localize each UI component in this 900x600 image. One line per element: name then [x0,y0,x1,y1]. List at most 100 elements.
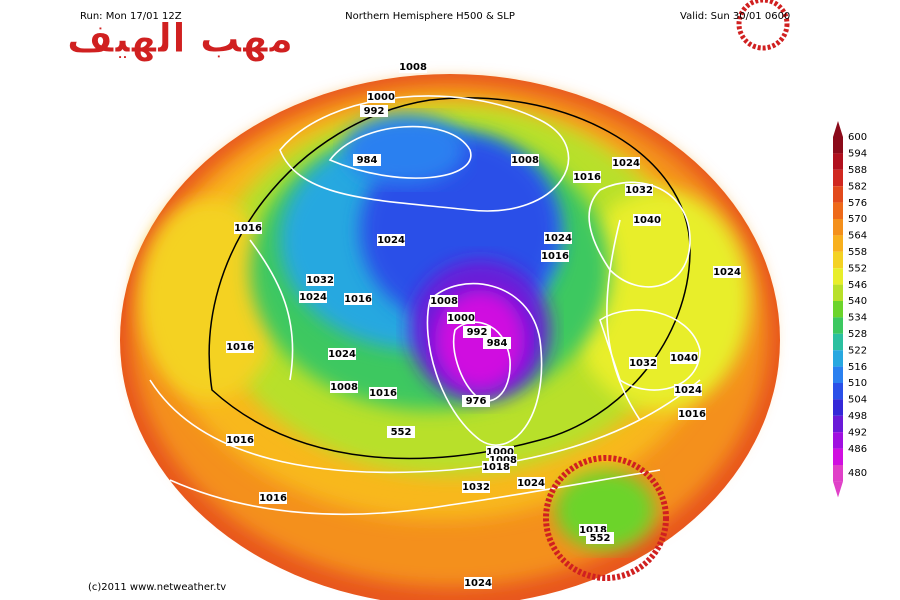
scale-label: 570 [848,214,867,225]
scale-label: 510 [848,378,867,389]
pressure-label-bg [629,357,657,369]
scale-label: 594 [848,149,867,160]
pressure-label-bg [713,266,741,278]
pressure-label-bg [463,326,491,338]
pressure-label: 1024 [674,385,702,396]
scale-swatch [833,153,843,170]
highlight-circle [543,455,669,581]
pressure-label-bg [625,184,653,196]
pressure-label: 1000 [486,447,514,458]
scale-swatch [833,268,843,285]
pressure-label: 1018 [579,525,607,536]
scale-swatch [833,235,843,252]
pressure-label: 1024 [713,267,741,278]
pressure-label-bg [674,384,702,396]
scale-swatch [833,350,843,367]
pressure-label-bg [462,395,490,407]
pressure-label-bg [633,214,661,226]
pressure-label: 1000 [447,313,475,324]
pressure-label-bg [226,341,254,353]
pressure-label: 1032 [625,185,653,196]
scale-label: 522 [848,345,867,356]
map-field [120,74,780,600]
pressure-label-bg [544,232,572,244]
scale-label: 534 [848,313,867,324]
scale-label: 546 [848,280,867,291]
scale-cap [833,481,843,498]
map-title: Northern Hemisphere H500 & SLP [345,11,515,22]
pressure-label: 1024 [517,478,545,489]
scale-cap [833,121,843,137]
pressure-label: 1008 [399,62,427,73]
pressure-label: 1016 [259,493,287,504]
pressure-label: 1032 [629,358,657,369]
scale-label: 516 [848,362,867,373]
pressure-label-bg [447,312,475,324]
pressure-label-bg [353,154,381,166]
pressure-label-bg [586,532,614,544]
pressure-label: 1032 [462,482,490,493]
pressure-label: 1016 [369,388,397,399]
scale-swatch [833,317,843,334]
pressure-label: 552 [391,427,412,438]
pressure-label: 552 [590,533,611,544]
scale-label: 600 [848,132,867,143]
pressure-label: 1008 [489,455,517,466]
pressure-label: 1024 [464,578,492,589]
valid-label: Valid: Sun 30/01 0600 [680,11,790,22]
pressure-label: 976 [466,396,487,407]
scale-label: 492 [848,427,867,438]
pressure-label: 1040 [633,215,661,226]
pressure-label: 992 [467,327,488,338]
pressure-label-bg [234,222,262,234]
scale-label: 564 [848,231,867,242]
scale-swatch [833,219,843,236]
pressure-label-bg [430,295,458,307]
scale-swatch [833,251,843,269]
pressure-label: 1016 [226,342,254,353]
pressure-label: 1016 [573,172,601,183]
pressure-label: 1016 [678,409,706,420]
scale-swatch [833,301,843,318]
pressure-label: 1008 [430,296,458,307]
scale-label: 540 [848,296,867,307]
pressure-label: 1024 [544,233,572,244]
pressure-label: 1008 [511,155,539,166]
scale-label: 582 [848,181,867,192]
pressure-label-bg [367,91,395,103]
scale-swatch [833,137,843,154]
scale-swatch [833,399,843,416]
pressure-label: 984 [487,338,508,349]
copyright: (c)2011 www.netweather.tv [88,582,226,593]
pressure-label-bg [399,61,427,73]
pressure-label: 1040 [670,353,698,364]
scale-label: 480 [848,468,867,479]
pressure-label-bg [369,387,397,399]
pressure-label-bg [360,105,388,117]
scale-swatch [833,366,843,383]
pressure-label-bg [483,337,511,349]
pressure-label: 1018 [482,462,510,473]
scale-label: 486 [848,444,867,455]
pressure-label-bg [612,157,640,169]
scale-swatch [833,169,843,187]
pressure-label: 992 [364,106,385,117]
run-label: Run: Mon 17/01 12Z [80,11,182,22]
pressure-label: 1016 [541,251,569,262]
pressure-label-bg [464,577,492,589]
pressure-label-bg [328,348,356,360]
scale-swatch [833,284,843,301]
scale-label: 498 [848,411,867,422]
scale-swatch [833,186,843,203]
pressure-label: 1024 [612,158,640,169]
scale-label: 504 [848,395,867,406]
scale-swatch [833,448,843,465]
scale-swatch [833,333,843,351]
scale-swatch [833,415,843,433]
pressure-label-bg [482,461,510,473]
pressure-label: 1016 [226,435,254,446]
pressure-label-bg [306,274,334,286]
watermark: مهب الهيف [67,16,294,62]
pressure-label-bg [387,426,415,438]
